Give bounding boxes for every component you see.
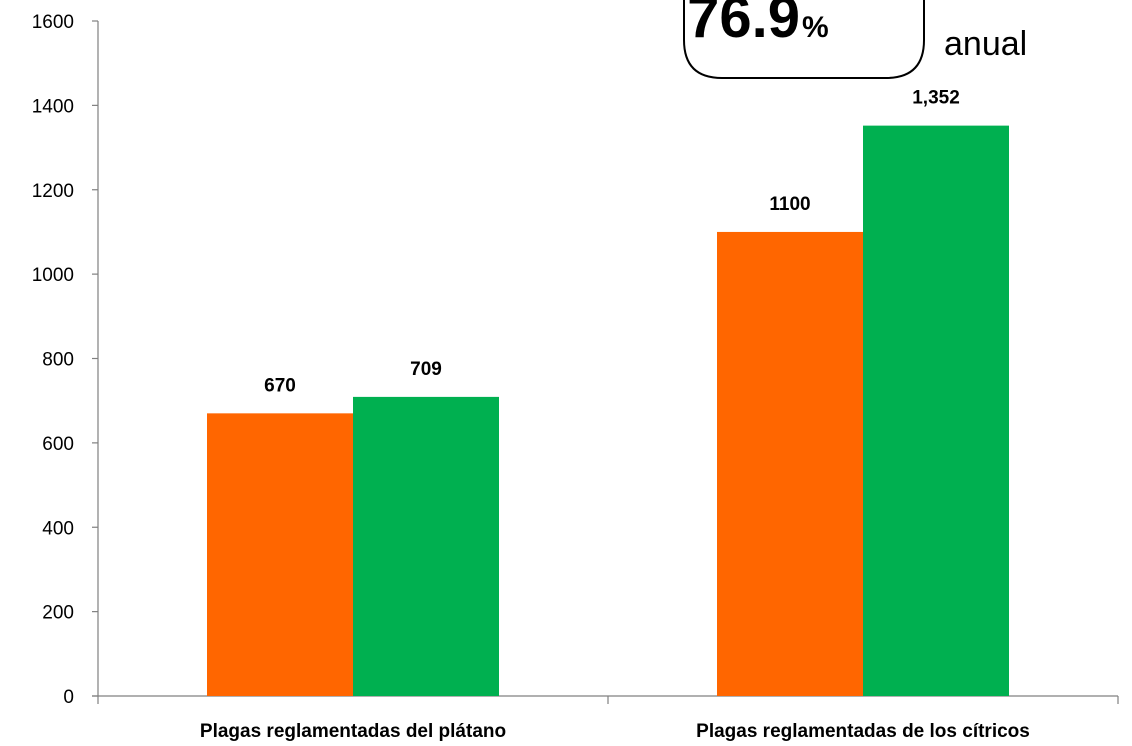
callout-box — [683, 0, 925, 79]
category-label: Plagas reglamentadas del plátano — [200, 721, 506, 742]
category-label: Plagas reglamentadas de los cítricos — [696, 721, 1030, 742]
bar — [207, 413, 353, 696]
data-label: 709 — [410, 359, 442, 380]
y-tick-label: 1200 — [32, 181, 74, 202]
data-label: 670 — [264, 375, 296, 396]
data-label: 1,352 — [912, 88, 960, 109]
y-tick-label: 200 — [42, 603, 74, 624]
callout-suffix: anual — [944, 25, 1027, 63]
y-tick-label: 1400 — [32, 96, 74, 117]
y-tick-label: 800 — [42, 350, 74, 371]
y-tick-label: 600 — [42, 434, 74, 455]
chart-bars — [207, 125, 1009, 696]
callout-unit: % — [802, 11, 829, 44]
bar — [717, 231, 863, 696]
bar — [863, 125, 1009, 696]
y-tick-label: 400 — [42, 518, 74, 539]
chart-labels: 670 709 Plagas reglamentadas del plátano 11… — [200, 88, 1030, 742]
chart-axes: 0 200 400 600 800 1000 1200 1400 1600 — [32, 12, 1119, 708]
y-tick-label: 0 — [63, 687, 74, 708]
bar — [353, 396, 499, 696]
data-label: 1100 — [769, 194, 810, 215]
callout-value: 76.9 — [687, 0, 800, 50]
y-tick-label: 1000 — [32, 265, 74, 286]
y-tick-label: 1600 — [32, 12, 74, 33]
growth-callout: 76.9 % anual — [683, 0, 1027, 79]
